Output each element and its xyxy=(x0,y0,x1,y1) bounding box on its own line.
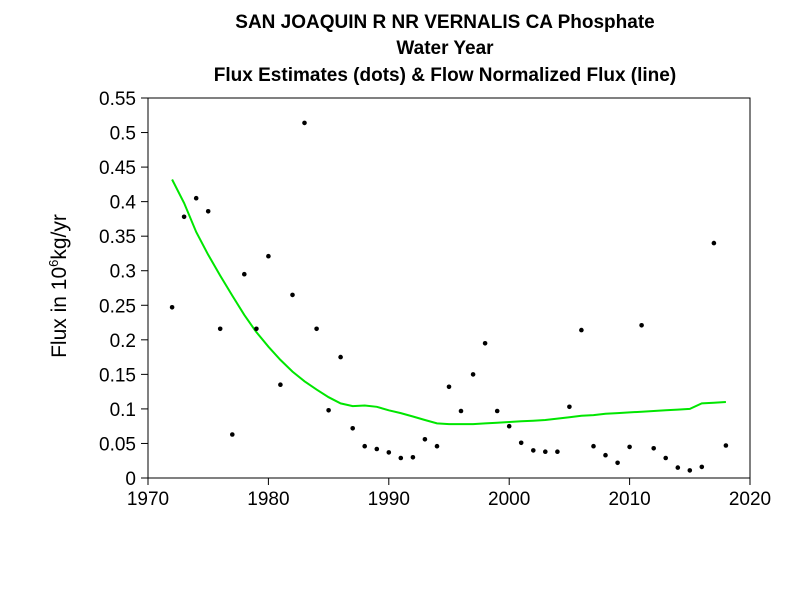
flux-estimate-point xyxy=(567,404,572,410)
flux-estimate-point xyxy=(266,253,271,259)
y-axis: 0 0.05 0.1 0.15 0.2 0.25 0.3 0.35 0.4 0.45 0.5 0.55 xyxy=(99,89,148,490)
flux-estimate-point xyxy=(458,408,464,414)
y-tick-label: 0.05 xyxy=(99,434,136,455)
x-tick-label: 2000 xyxy=(488,489,530,510)
flux-estimate-point xyxy=(350,426,356,431)
flux-estimate-point xyxy=(434,443,440,449)
y-axis-title: Flux in 106kg/yr xyxy=(46,214,71,358)
plot-frame xyxy=(147,97,751,479)
x-tick-label: 1980 xyxy=(247,489,289,510)
flux-estimate-point xyxy=(338,354,343,360)
flow-normalized-line-group xyxy=(171,179,726,426)
flux-points-group xyxy=(169,120,729,473)
y-tick-label: 0.45 xyxy=(99,158,136,179)
flux-estimate-point xyxy=(446,384,452,390)
y-tick-label: 0.55 xyxy=(99,89,136,110)
flux-estimate-point xyxy=(482,341,488,346)
flow-normalized-flux-line xyxy=(171,179,726,426)
flux-estimate-point xyxy=(723,443,729,448)
chart-title-line-1: SAN JOAQUIN R NR VERNALIS CA Phosphate xyxy=(235,12,655,33)
y-axis-title-prefix: Flux in 10 xyxy=(48,267,71,358)
flux-estimate-point xyxy=(603,452,608,458)
flux-estimate-point xyxy=(639,323,644,328)
flux-estimate-point xyxy=(398,455,404,461)
y-tick-label: 0.4 xyxy=(110,193,137,214)
x-axis: 1970 1980 1990 2000 2010 2020 xyxy=(127,478,771,510)
y-axis-title-superscript: 6 xyxy=(46,260,61,267)
flux-estimate-point xyxy=(314,326,319,332)
y-tick-label: 0.2 xyxy=(110,331,136,352)
flux-estimate-point xyxy=(230,432,235,437)
y-tick-label: 0.1 xyxy=(110,400,136,421)
flux-estimate-point xyxy=(687,468,693,473)
flux-estimate-point xyxy=(699,464,705,470)
y-tick-label: 0 xyxy=(125,469,136,490)
flux-estimate-point xyxy=(181,214,187,220)
flux-estimate-point xyxy=(579,327,584,333)
flux-estimate-point xyxy=(531,448,536,453)
x-tick-label: 1970 xyxy=(127,489,169,510)
y-tick-label: 0.25 xyxy=(99,296,136,317)
flux-estimate-point xyxy=(494,408,500,414)
flux-estimate-point xyxy=(410,455,416,460)
y-tick-label: 0.15 xyxy=(99,365,136,386)
flux-estimate-point xyxy=(362,443,368,449)
chart-title-line-2: Water Year xyxy=(396,38,494,59)
y-tick-label: 0.5 xyxy=(110,124,136,145)
flux-estimate-point xyxy=(651,446,656,451)
flux-estimate-point xyxy=(205,209,211,214)
flux-estimate-point xyxy=(254,326,259,332)
flux-estimate-point xyxy=(615,460,620,466)
flux-estimate-point xyxy=(711,240,717,246)
flux-estimate-point xyxy=(169,305,175,310)
flux-estimate-point xyxy=(290,292,295,298)
flux-estimate-point xyxy=(591,443,596,449)
flux-estimate-point xyxy=(506,423,512,429)
flux-estimate-point xyxy=(278,382,283,388)
y-tick-label: 0.35 xyxy=(99,227,136,248)
flux-estimate-point xyxy=(374,446,380,452)
y-axis-title-suffix: kg/yr xyxy=(48,214,71,260)
flux-estimate-point xyxy=(326,408,331,413)
flux-estimate-point xyxy=(675,465,681,470)
flux-estimate-point xyxy=(217,326,223,332)
flux-estimate-point xyxy=(470,372,476,377)
x-tick-label: 1990 xyxy=(368,489,410,510)
flux-estimate-point xyxy=(627,444,632,450)
flux-estimate-point xyxy=(386,450,392,455)
x-tick-label: 2020 xyxy=(729,489,771,510)
flux-estimate-point xyxy=(543,449,548,455)
flux-estimate-point xyxy=(422,437,428,442)
chart-title-line-3: Flux Estimates (dots) & Flow Normalized … xyxy=(213,65,677,86)
flux-estimate-point xyxy=(663,455,668,461)
y-tick-label: 0.3 xyxy=(110,262,136,283)
flux-estimate-point xyxy=(555,449,560,455)
flux-estimate-point xyxy=(302,120,307,126)
flux-estimate-point xyxy=(242,271,247,277)
flux-estimate-point xyxy=(518,440,524,446)
flux-estimate-point xyxy=(193,195,199,201)
x-tick-label: 2010 xyxy=(608,489,650,510)
